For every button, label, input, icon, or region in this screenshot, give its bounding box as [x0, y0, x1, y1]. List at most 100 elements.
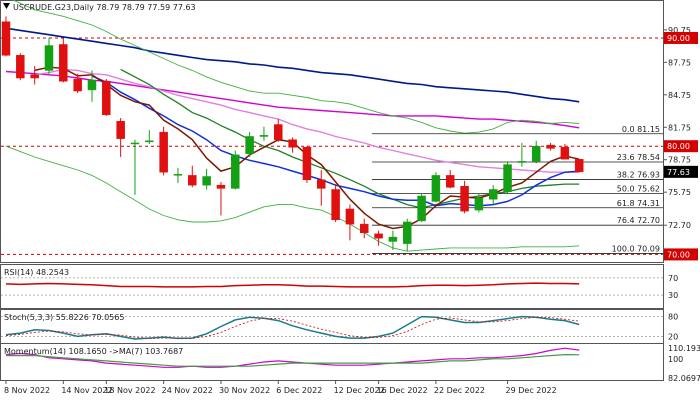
candle-body	[360, 223, 369, 234]
candle-body	[173, 174, 183, 176]
fib-level-label-0: 0.0 81.15	[622, 125, 660, 134]
candle-8	[116, 118, 125, 158]
price-tick-label-5: 75.75	[668, 188, 691, 197]
candle-40	[574, 159, 584, 173]
date-label-2: 18 Nov 2022	[104, 386, 155, 395]
stoch-d-line	[5, 316, 580, 339]
candle-body	[216, 184, 226, 189]
axis-labels: 90.75 87.75 84.75 81.75 78.75 75.75 72.70 90.00…	[4, 26, 698, 395]
candle-body	[317, 179, 326, 189]
candle-body	[503, 164, 512, 192]
price-badge-1	[664, 140, 698, 153]
momentum-level-label-2: 82.0697	[668, 374, 700, 383]
candle-body	[302, 147, 312, 180]
candle-31	[445, 170, 455, 189]
price-tick-label-0: 90.75	[668, 26, 691, 35]
rsi-panel: 70 30	[1, 274, 678, 300]
stoch-level-label-1: 20	[668, 332, 678, 341]
stoch-panel-frame	[0, 309, 664, 344]
moving-average-7	[5, 145, 580, 252]
price-panel: 0.0 81.15 23.6 78.54 38.2 76.93 50.0 75.62 6…	[1, 0, 663, 255]
candle-26	[374, 230, 383, 246]
candle-7	[102, 79, 111, 116]
candle-4	[59, 37, 68, 83]
candle-body	[345, 208, 355, 225]
candle-6	[87, 70, 97, 102]
candle-17	[245, 132, 254, 158]
candle-0	[1, 16, 11, 57]
candle-27	[388, 230, 398, 251]
candle-body	[59, 44, 68, 82]
date-label-0: 8 Nov 2022	[4, 386, 50, 395]
candle-16	[231, 150, 240, 190]
candle-body	[488, 189, 498, 200]
price-badge-0	[664, 31, 698, 44]
candle-body	[259, 135, 269, 137]
candle-body	[288, 139, 297, 148]
candle-body	[445, 175, 455, 188]
candle-39	[560, 144, 570, 160]
price-panel-frame	[0, 0, 664, 263]
candle-body	[87, 79, 97, 91]
price-badge-label-0: 90.00	[667, 34, 690, 43]
stoch-title: Stoch(5,3,3) 55.8226 70.0565	[4, 313, 124, 322]
candle-body	[16, 55, 25, 79]
candle-34	[488, 185, 498, 205]
price-tick-label-4: 78.75	[668, 156, 691, 165]
candle-body	[402, 221, 412, 244]
candle-body	[474, 197, 484, 211]
date-label-4: 30 Nov 2022	[219, 386, 270, 395]
candle-body	[374, 233, 383, 239]
date-label-7: 16 Dec 2022	[377, 386, 428, 395]
candle-body	[388, 236, 398, 242]
fib-level-label-5: 76.4 72.70	[617, 216, 660, 225]
candle-3	[44, 37, 54, 75]
candle-body	[546, 144, 555, 149]
stoch-k-line	[5, 315, 580, 340]
candle-body	[159, 131, 168, 173]
candle-2	[30, 66, 39, 85]
date-label-1: 14 Nov 2022	[61, 386, 112, 395]
candle-body	[517, 161, 527, 163]
moving-average-0	[5, 27, 580, 103]
price-badge-label-2: 77.63	[667, 168, 690, 177]
candle-body	[417, 195, 426, 222]
date-label-8: 22 Dec 2022	[434, 386, 485, 395]
candle-13	[188, 165, 197, 188]
candle-24	[345, 204, 355, 241]
candle-15	[216, 181, 226, 216]
fib-level-label-4: 61.8 74.31	[617, 199, 660, 208]
fib-level-label-3: 50.0 75.62	[617, 185, 660, 194]
candle-10	[145, 129, 154, 145]
price-tick-label-2: 84.75	[668, 91, 691, 100]
rsi-level-label-1: 30	[668, 291, 678, 300]
price-badge-label-1: 80.00	[667, 142, 690, 151]
candle-body	[30, 74, 39, 79]
candle-body	[202, 176, 211, 186]
moving-average-2	[34, 68, 580, 173]
candle-body	[460, 185, 469, 212]
price-tick-label-3: 81.75	[668, 123, 691, 132]
date-label-5: 6 Dec 2022	[276, 386, 322, 395]
candle-33	[474, 193, 484, 213]
date-label-6: 12 Dec 2022	[334, 386, 385, 395]
candle-37	[531, 140, 541, 164]
momentum-line	[5, 347, 580, 368]
candle-21	[302, 146, 312, 183]
candle-30	[431, 172, 441, 203]
candle-body	[231, 154, 240, 189]
candle-28	[402, 218, 412, 252]
rsi-title: RSI(14) 48.2543	[4, 268, 69, 277]
fib-level-label-1: 23.6 78.54	[617, 153, 660, 162]
candle-29	[417, 193, 426, 222]
candle-14	[202, 168, 211, 190]
candle-22	[317, 170, 326, 206]
price-badge-2	[664, 165, 698, 178]
stoch-panel: 80 20	[1, 313, 678, 341]
date-label-3: 24 Nov 2022	[162, 386, 213, 395]
candle-body	[245, 136, 254, 155]
candle-body	[331, 189, 340, 221]
candle-body	[1, 21, 11, 56]
momentum-level-label-1: 100	[668, 355, 683, 364]
